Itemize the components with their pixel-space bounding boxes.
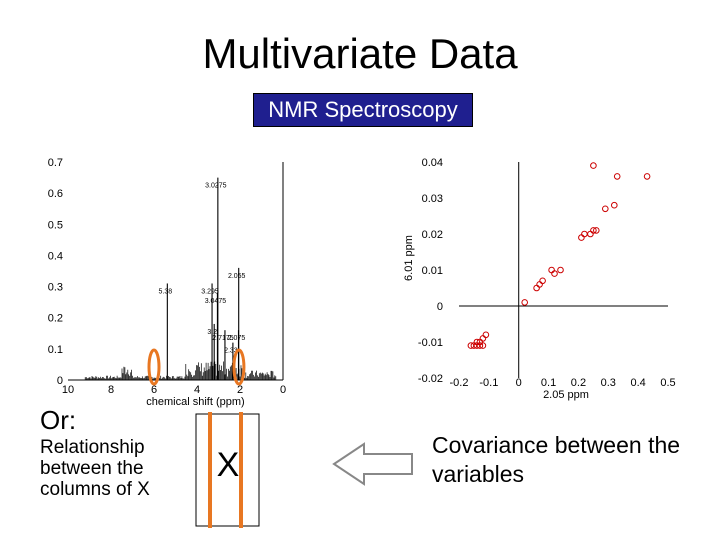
scatter-y-tick-label: -0.01 [418,337,443,349]
scatter-x-tick-label: -0.1 [479,377,498,389]
spectrum-x-tick-label: 8 [108,384,114,396]
matrix-column-highlight-a [208,412,212,528]
scatter-y-axis-label: 6.01 ppm [403,235,415,281]
scatter-point [476,342,484,349]
scatter-point [587,230,594,238]
spectrum-peak-label: 2.33 [224,348,238,355]
spectrum-peak-label: 2.055 [228,273,246,280]
scatter-point [539,277,546,285]
scatter-point [479,335,487,342]
nmr-banner: NMR Spectroscopy [253,93,473,127]
scatter-y-tick-label: 0 [437,301,443,313]
scatter-point [613,173,621,180]
scatter-point [536,281,543,288]
relationship-text: Relationship between the columns of X [40,437,150,500]
scatter-x-tick-label: 0 [516,377,522,389]
scatter-y-tick-label: 0.04 [422,157,443,169]
spectrum-x-tick-label: 6 [151,384,157,396]
scatter-x-tick-label: 0.2 [571,377,586,389]
scatter-x-tick-label: 0.4 [630,377,645,389]
spectrum-x-tick-label: 4 [194,384,200,396]
left-arrow-icon [332,442,413,486]
spectrum-y-tick-label: 0.2 [48,313,63,325]
scatter-point [590,227,597,234]
spectrum-peak-label: 3.2 [207,329,217,336]
scatter-point [643,173,651,180]
scatter-y-tick-label: 0.01 [422,265,443,277]
scatter-y-tick-label: 0.02 [422,229,443,241]
covariance-text: Covariance between the variables [432,432,681,487]
scatter-point [482,331,490,339]
spectrum-y-tick-label: 0.5 [48,219,63,231]
scatter-x-tick-label: -0.2 [450,377,469,389]
nmr-spectrum-chart: 10 8 6 4 2 0 0.7 0.6 0.5 0.4 0.3 0.2 0.1 0 chemical sh… [48,157,286,408]
scatter-point [581,230,588,238]
spectrum-peak-label: 3.0275 [205,183,227,190]
spectrum-highlight-ellipse [232,348,246,386]
spectrum-peak-label: 3.295 [201,288,219,295]
covariance-scatter-chart: -0.2 -0.1 0 0.1 0.2 0.3 0.4 0.5 0.04 0.03 0.02 0.01… [403,157,676,401]
matrix-x-box [195,412,260,528]
slide-title: Multivariate Data [202,30,518,77]
matrix-x-label: X [216,446,240,484]
spectrum-peak-label: 3.0475 [205,298,227,305]
scatter-x-tick-label: 0.3 [601,377,616,389]
scatter-point [590,162,597,169]
scatter-y-tick-label: 0.03 [422,193,443,205]
spectrum-y-tick-label: 0 [57,375,63,387]
scatter-point [521,299,529,306]
spectrum-highlight-ellipse [147,348,161,386]
spectrum-peak-label: 2.7175 [212,335,234,342]
scatter-point [611,201,618,209]
spectrum-baseline-peaks [84,361,277,380]
or-label: Or: [40,405,77,435]
spectrum-y-tick-label: 0.1 [48,344,63,356]
scatter-point [533,284,540,292]
scatter-x-tick-label: 0.5 [660,377,675,389]
spectrum-x-tick-label: 0 [280,384,286,396]
scatter-point [551,270,558,277]
matrix-column-highlight-b [239,412,243,528]
spectrum-y-tick-label: 0.6 [48,188,63,200]
spectrum-x-tick-label: 10 [62,384,74,396]
spectrum-peak-label: 2.075 [228,335,246,342]
scatter-point [602,205,609,213]
scatter-point [578,234,585,241]
spectrum-y-tick-label: 0.7 [48,157,63,169]
spectrum-peak-label: 5.38 [159,288,173,295]
scatter-x-axis-label: 2.05 ppm [543,389,589,401]
scatter-point [557,266,564,274]
scatter-point [593,227,600,234]
spectrum-x-axis-label: chemical shift (ppm) [146,396,244,408]
spectrum-x-tick-label: 2 [237,384,243,396]
scatter-x-tick-label: 0.1 [541,377,556,389]
scatter-point [479,342,487,349]
scatter-y-tick-label: -0.02 [418,373,443,385]
scatter-point [548,266,555,274]
spectrum-y-tick-label: 0.4 [48,250,63,262]
spectrum-y-tick-label: 0.3 [48,282,63,294]
matrix-rect [195,413,260,527]
